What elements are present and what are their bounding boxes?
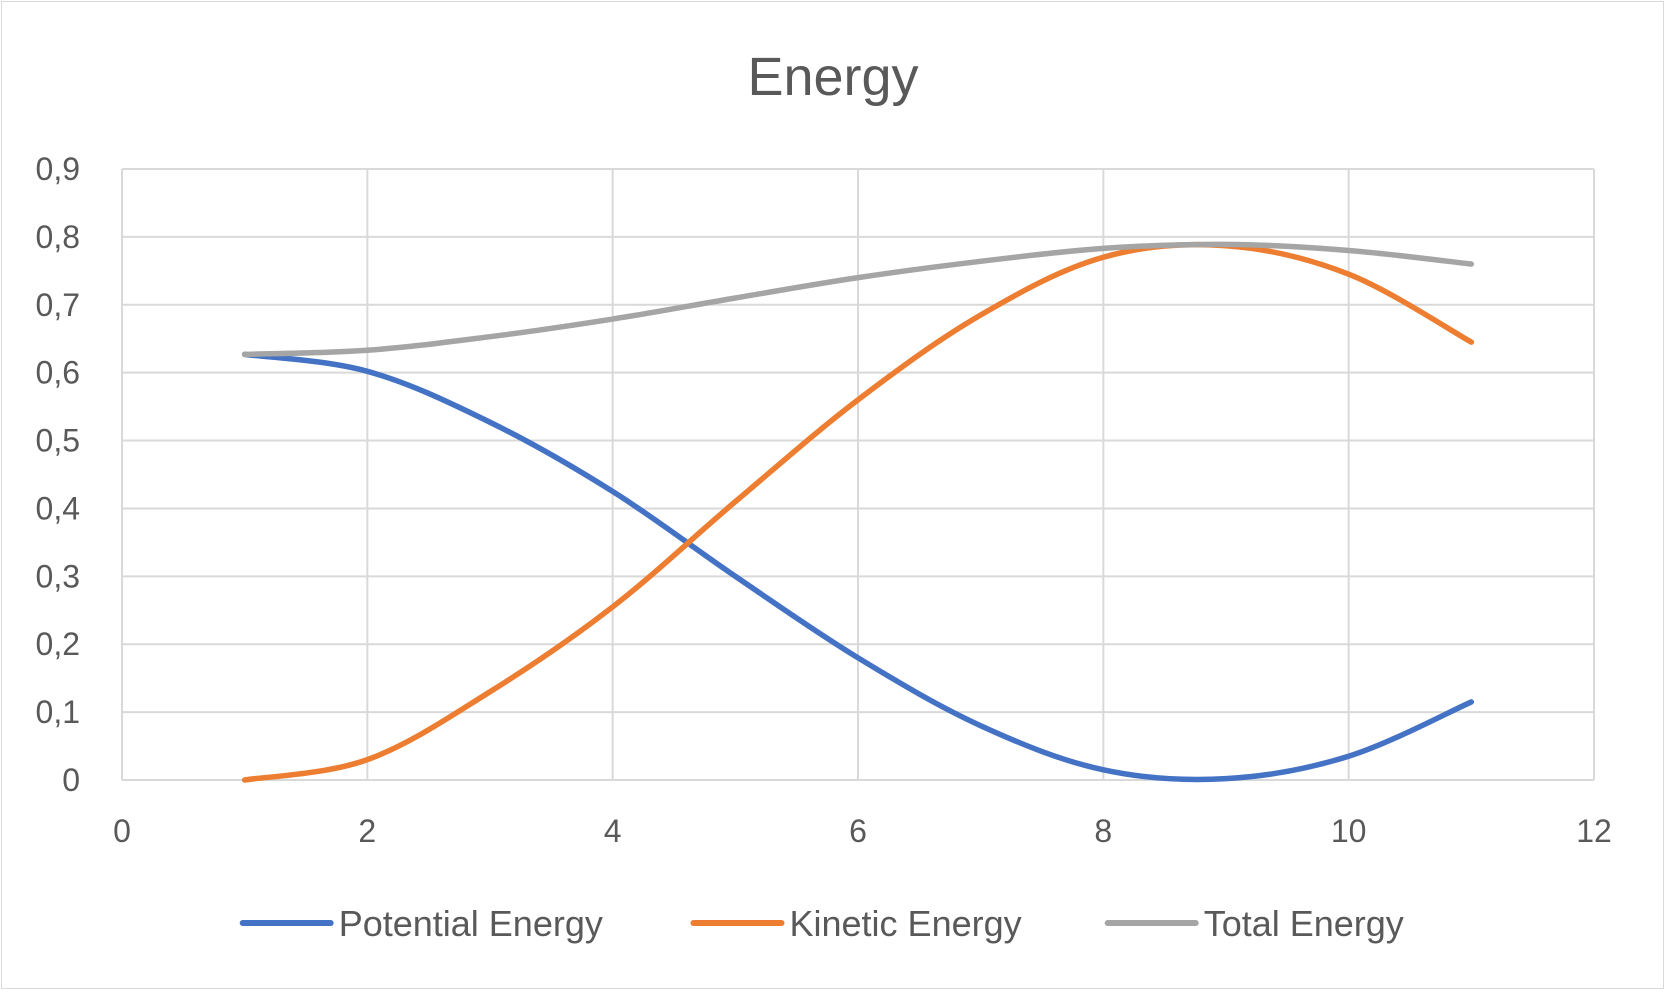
y-tick-label: 0,8 <box>36 219 80 255</box>
y-tick-label: 0,5 <box>36 423 80 459</box>
legend-label-kinetic-energy: Kinetic Energy <box>790 903 1022 944</box>
y-tick-label: 0,7 <box>36 287 80 323</box>
data-series <box>241 241 1475 783</box>
x-tick-label: 6 <box>849 813 867 849</box>
y-tick-label: 0,4 <box>36 490 80 526</box>
y-tick-label: 0 <box>62 762 80 798</box>
y-tick-label: 0,2 <box>36 626 80 662</box>
x-tick-label: 8 <box>1094 813 1112 849</box>
legend-label-total-energy: Total Energy <box>1204 903 1404 944</box>
y-tick-label: 0,9 <box>36 151 80 187</box>
y-tick-label: 0,6 <box>36 355 80 391</box>
chart-title: Energy <box>747 47 918 107</box>
x-tick-label: 2 <box>358 813 376 849</box>
legend: Potential Energy Kinetic Energy Total Ener… <box>239 903 1404 944</box>
x-tick-label: 4 <box>604 813 622 849</box>
y-tick-label: 0,3 <box>36 558 80 594</box>
series-line-kinetic-energy <box>241 241 1475 783</box>
grid-lines <box>121 168 1595 780</box>
x-tick-label: 10 <box>1331 813 1367 849</box>
series-line-potential-energy <box>241 351 1475 783</box>
x-tick-label: 12 <box>1576 813 1612 849</box>
x-tick-label: 0 <box>113 813 131 849</box>
legend-label-potential-energy: Potential Energy <box>339 903 603 944</box>
axes: 0 0,1 0,2 0,3 0,4 0,5 0,6 0,7 0,8 0,9 0 2 4 6 8 10 12 <box>36 151 1612 849</box>
y-tick-label: 0,1 <box>36 694 80 730</box>
series-line-total-energy <box>241 241 1475 358</box>
